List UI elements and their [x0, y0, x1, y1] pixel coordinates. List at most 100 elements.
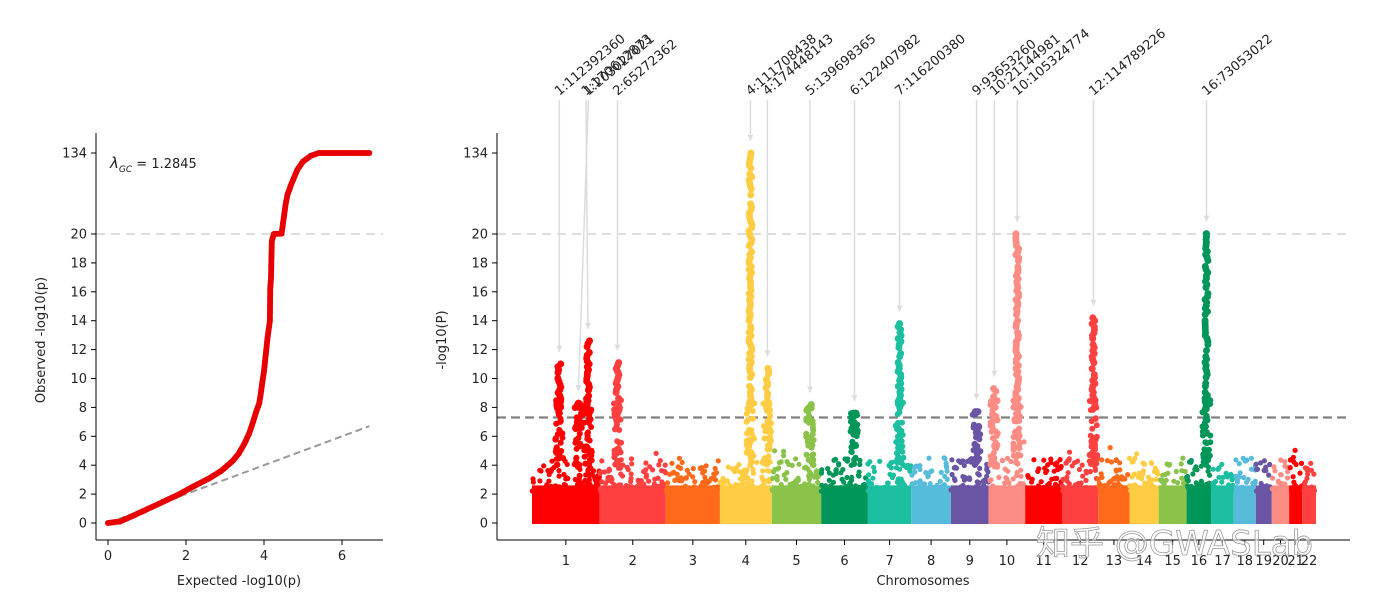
manhattan-y-tick-label: 0	[480, 517, 488, 532]
manhattan-point	[582, 460, 589, 467]
chromosome-tick-label: 12	[1072, 554, 1089, 569]
manhattan-point	[1087, 468, 1093, 475]
qq-plot: 0 2 4 6 8 10 12 14 16 18 20 134 0 2 4 6 λGC = 1.2845 Ex…	[34, 133, 383, 589]
manhattan-point	[557, 439, 564, 446]
manhattan-point	[928, 488, 935, 494]
manhattan-point	[754, 459, 760, 465]
chromosome-tick-label: 2	[629, 554, 637, 569]
manhattan-point	[555, 487, 561, 494]
manhattan-annotations: 1:1123923601:1706128731:2030270212:65272…	[552, 26, 1276, 402]
manhattan-point	[552, 483, 559, 489]
manhattan-point	[746, 382, 754, 390]
manhattan-point	[1103, 483, 1109, 489]
manhattan-point	[973, 455, 980, 462]
manhattan-point	[1010, 476, 1016, 482]
manhattan-point	[1205, 468, 1211, 474]
chromosome-tick-label: 21	[1287, 554, 1304, 569]
manhattan-point	[895, 476, 901, 482]
manhattan-point	[1048, 459, 1054, 466]
manhattan-point	[713, 486, 719, 492]
annotation-arrowhead	[1014, 215, 1021, 222]
manhattan-point	[643, 460, 649, 466]
manhattan-point	[1163, 487, 1170, 493]
manhattan-point	[1010, 440, 1017, 447]
manhattan-point	[988, 488, 995, 494]
manhattan-point	[1308, 460, 1314, 466]
manhattan-point	[747, 149, 755, 157]
manhattan-point	[1270, 475, 1276, 481]
manhattan-point	[870, 475, 876, 481]
manhattan-point	[853, 483, 859, 489]
manhattan-point	[1089, 443, 1096, 450]
manhattan-point	[1127, 483, 1133, 489]
manhattan-point	[581, 483, 588, 489]
manhattan-point	[847, 428, 854, 435]
manhattan-point	[783, 485, 789, 491]
manhattan-point	[938, 488, 944, 494]
manhattan-point	[658, 488, 664, 494]
manhattan-point	[1099, 457, 1105, 463]
manhattan-point	[747, 323, 755, 331]
chromosome-tick-label: 5	[792, 554, 800, 569]
manhattan-point	[764, 461, 771, 468]
manhattan-point	[960, 488, 966, 494]
manhattan-point	[650, 467, 656, 473]
chromosome-tick-label: 13	[1106, 554, 1123, 569]
watermark: 知乎 @GWASLab	[1036, 524, 1313, 564]
manhattan-point	[1122, 476, 1128, 482]
manhattan-point	[889, 459, 896, 465]
manhattan-point	[686, 471, 692, 477]
manhattan-point	[918, 487, 924, 493]
manhattan-point	[781, 448, 787, 454]
manhattan-point	[871, 464, 877, 470]
manhattan-point	[956, 458, 962, 464]
manhattan-point	[695, 488, 701, 494]
manhattan-point	[1060, 476, 1066, 482]
manhattan-point	[976, 472, 982, 478]
manhattan-point	[778, 459, 784, 465]
manhattan-point	[867, 488, 873, 494]
manhattan-point	[583, 472, 589, 478]
qq-x-axis-label: Expected -log10(p)	[177, 574, 301, 589]
manhattan-point	[577, 466, 583, 472]
manhattan-point	[1199, 423, 1206, 430]
manhattan-point	[578, 424, 585, 431]
manhattan-point	[1298, 460, 1305, 466]
manhattan-point	[621, 487, 627, 493]
manhattan-point	[750, 467, 756, 473]
manhattan-point	[1014, 317, 1022, 325]
manhattan-point	[573, 455, 580, 462]
manhattan-point	[844, 458, 851, 464]
manhattan-point	[1038, 479, 1044, 485]
manhattan-point	[1311, 471, 1317, 477]
manhattan-point	[989, 435, 996, 442]
manhattan-point	[973, 434, 979, 441]
manhattan-point	[553, 446, 560, 453]
manhattan-point	[1058, 463, 1064, 470]
manhattan-point	[1287, 465, 1293, 471]
manhattan-point	[588, 424, 595, 430]
manhattan-point	[1185, 483, 1191, 489]
qq-x-tick-label: 4	[260, 549, 268, 564]
manhattan-point	[861, 481, 868, 488]
manhattan-point	[1205, 451, 1211, 458]
manhattan-point	[1178, 461, 1184, 467]
manhattan-point	[888, 465, 894, 471]
annotation-arrowhead	[614, 344, 621, 351]
manhattan-point	[896, 458, 903, 465]
manhattan-point	[1131, 471, 1137, 477]
manhattan-point	[1202, 439, 1209, 446]
manhattan-point	[783, 476, 789, 482]
manhattan-point	[1059, 483, 1065, 489]
manhattan-point	[937, 478, 943, 484]
manhattan-point	[1069, 463, 1075, 469]
manhattan-point	[974, 408, 982, 416]
manhattan-point	[575, 480, 582, 486]
manhattan-point	[927, 481, 933, 487]
manhattan-point	[1017, 485, 1023, 491]
manhattan-point	[1043, 469, 1049, 476]
manhattan-point	[850, 419, 856, 426]
manhattan-point	[581, 453, 588, 460]
manhattan-point	[1095, 476, 1102, 482]
